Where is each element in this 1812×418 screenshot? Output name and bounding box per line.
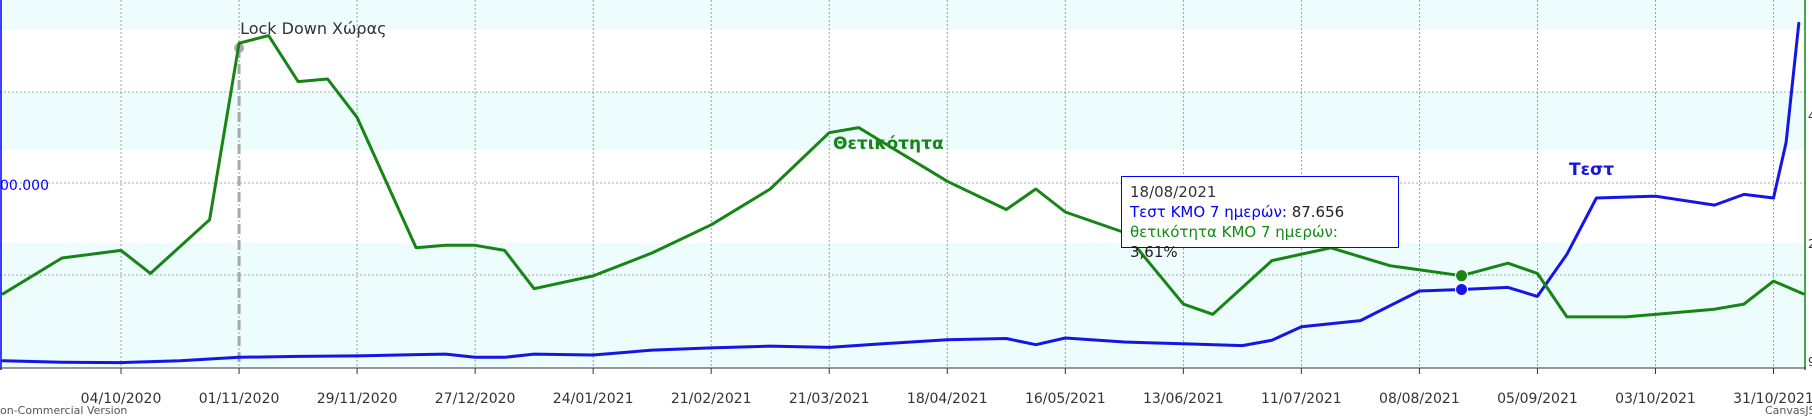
footer-watermark-right: CanvasJS	[1765, 404, 1812, 417]
tooltip-pos-label: θετικότητα ΚΜΟ 7 ημερών:	[1130, 223, 1338, 241]
x-tick-label-6: 21/03/2021	[789, 391, 870, 407]
x-tick-label-14: 31/10/2021	[1733, 391, 1812, 407]
series-label-positivity: Θετικότητα	[833, 134, 944, 154]
x-tick-label-13: 03/10/2021	[1615, 391, 1696, 407]
x-tick-label-9: 13/06/2021	[1143, 391, 1224, 407]
plot-background-bands	[0, 0, 1806, 368]
tooltip-pos-row: θετικότητα ΚΜΟ 7 ημερών: 3,61%	[1130, 222, 1390, 262]
x-tick-label-10: 11/07/2021	[1261, 391, 1342, 407]
footer-watermark-left: on-Commercial Version	[0, 404, 127, 417]
x-tick-label-8: 16/05/2021	[1025, 391, 1106, 407]
hover-point-0	[1455, 283, 1469, 297]
tooltip-test-row: Τεστ ΚΜΟ 7 ημερών: 87.656	[1130, 202, 1390, 222]
band-0	[0, 0, 1806, 30]
x-axis-ticks: 04/10/2020 01/11/2020 29/11/2020 27/12/2020…	[81, 0, 1812, 407]
right-tick-label-1: 2	[1808, 237, 1812, 251]
x-tick-label-1: 01/11/2020	[199, 391, 280, 407]
right-tick-label-2: 4	[1808, 109, 1812, 123]
x-tick-label-2: 29/11/2020	[317, 391, 398, 407]
tooltip-test-value: 87.656	[1291, 203, 1345, 221]
hover-points	[1455, 269, 1469, 297]
x-tick-label-4: 24/01/2021	[553, 391, 634, 407]
tooltip-date: 18/08/2021	[1130, 183, 1217, 201]
tooltip-test-label: Τεστ ΚΜΟ 7 ημερών:	[1130, 203, 1287, 221]
x-tick-label-5: 21/02/2021	[671, 391, 752, 407]
x-tick-label-7: 18/04/2021	[907, 391, 988, 407]
x-tick-label-12: 05/09/2021	[1497, 391, 1578, 407]
gridlines	[0, 91, 1806, 276]
series-label-tests: Τεστ	[1569, 160, 1614, 180]
tooltip-pos-value: 3,61%	[1130, 243, 1178, 261]
hover-point-1	[1455, 269, 1469, 283]
band-1	[0, 92, 1806, 150]
series-lines	[1, 21, 1805, 365]
left-axis-tick-label: 00.000	[0, 178, 49, 194]
right-tick-label-0: 9	[1808, 355, 1812, 369]
x-tick-label-3: 27/12/2020	[435, 391, 516, 407]
right-axis-ticks: 9 2 4 6	[1808, 0, 1812, 369]
right-tick-label-3: 6	[1808, 0, 1812, 3]
series-line-0	[1, 21, 1801, 365]
tooltip: 18/08/2021 Τεστ ΚΜΟ 7 ημερών: 87.656 θετ…	[1121, 176, 1399, 261]
series-line-1	[1, 34, 1805, 319]
x-tick-label-0: 04/10/2020	[81, 391, 162, 407]
band-2	[0, 243, 1806, 368]
x-tick-label-11: 08/08/2021	[1379, 391, 1460, 407]
lockdown-label: Lock Down Χώρας	[240, 19, 386, 38]
